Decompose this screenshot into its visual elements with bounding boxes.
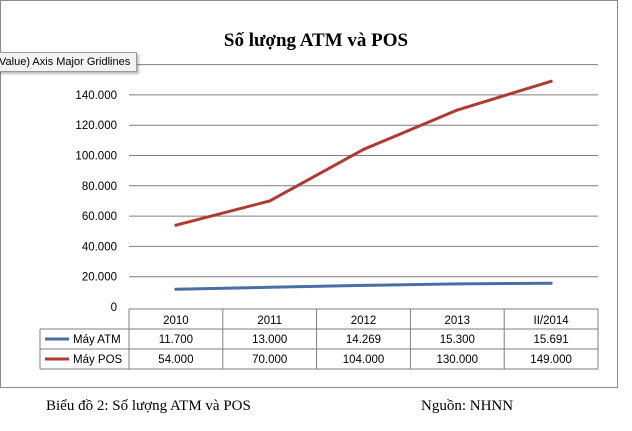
series-lines <box>174 79 553 291</box>
y-tick-label: 100.000 <box>75 151 117 163</box>
y-tick-label: 20.000 <box>82 272 117 284</box>
data-label: 15.300 <box>440 334 475 346</box>
data-point <box>455 108 459 112</box>
tooltip: Value) Axis Major Gridlines <box>0 52 138 72</box>
data-point <box>362 283 365 287</box>
legend-entry: Máy ATM <box>73 334 121 346</box>
figure-caption: Biểu đồ 2: Số lượng ATM và POS <box>46 398 251 414</box>
chart-title: Số lượng ATM và POS <box>223 30 409 51</box>
data-point <box>549 281 553 285</box>
data-label: 14.269 <box>346 334 381 346</box>
data-label: 104.000 <box>343 354 385 366</box>
data-label: 130.000 <box>437 354 479 366</box>
y-tick-label: 120.000 <box>75 120 117 132</box>
data-label: 149.000 <box>530 354 572 366</box>
x-tick-label: 2013 <box>445 315 471 327</box>
x-tick-label: 2010 <box>163 315 189 327</box>
data-point <box>268 199 272 203</box>
data-point <box>268 285 272 289</box>
y-tick-label: 140.000 <box>75 90 117 102</box>
y-tick-labels: 0 20.000 40.000 60.000 80.000 100.000 120.000 1… <box>75 90 117 314</box>
data-point <box>174 287 178 291</box>
data-label: 11.700 <box>159 334 193 346</box>
series-line <box>174 79 553 227</box>
y-tick-label: 0 <box>111 302 117 314</box>
data-point <box>174 223 178 227</box>
x-tick-label: 2012 <box>351 315 377 327</box>
data-point <box>362 147 365 151</box>
y-tick-label: 60.000 <box>82 211 117 223</box>
data-label: 15.691 <box>534 334 569 346</box>
x-tick-label: II/2014 <box>534 315 570 327</box>
gridlines <box>129 64 598 278</box>
y-tick-label: 40.000 <box>82 241 117 253</box>
data-table: 2010 2011 2012 2013 II/2014 Máy ATM 11.700 13.0… <box>39 308 599 370</box>
source-note: Nguồn: NHNN <box>421 398 514 414</box>
legend-entry: Máy POS <box>73 354 123 366</box>
data-label: 54.000 <box>158 354 193 366</box>
data-label: 13.000 <box>252 334 287 346</box>
x-tick-label: 2011 <box>257 315 282 327</box>
data-point <box>549 79 553 83</box>
data-label: 70.000 <box>252 354 287 366</box>
y-tick-label: 80.000 <box>82 181 117 193</box>
data-point <box>455 282 459 286</box>
